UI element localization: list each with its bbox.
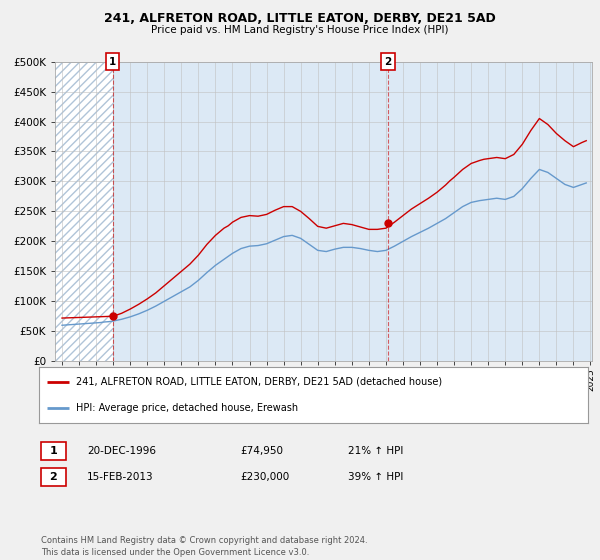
- Text: 20-DEC-1996: 20-DEC-1996: [87, 446, 156, 456]
- Bar: [53, 62, 113, 361]
- Bar: [53, 62, 113, 361]
- Text: 1: 1: [109, 57, 116, 67]
- Text: £230,000: £230,000: [240, 472, 289, 482]
- Text: 21% ↑ HPI: 21% ↑ HPI: [348, 446, 403, 456]
- Text: Price paid vs. HM Land Registry's House Price Index (HPI): Price paid vs. HM Land Registry's House …: [151, 25, 449, 35]
- Text: 39% ↑ HPI: 39% ↑ HPI: [348, 472, 403, 482]
- Text: 15-FEB-2013: 15-FEB-2013: [87, 472, 154, 482]
- Text: 241, ALFRETON ROAD, LITTLE EATON, DERBY, DE21 5AD (detached house): 241, ALFRETON ROAD, LITTLE EATON, DERBY,…: [76, 377, 442, 387]
- Text: 241, ALFRETON ROAD, LITTLE EATON, DERBY, DE21 5AD: 241, ALFRETON ROAD, LITTLE EATON, DERBY,…: [104, 12, 496, 25]
- Text: 2: 2: [50, 472, 57, 482]
- Point: [108, 312, 118, 321]
- Text: £74,950: £74,950: [240, 446, 283, 456]
- Text: HPI: Average price, detached house, Erewash: HPI: Average price, detached house, Erew…: [76, 403, 298, 413]
- Text: 1: 1: [50, 446, 57, 456]
- Text: Contains HM Land Registry data © Crown copyright and database right 2024.
This d: Contains HM Land Registry data © Crown c…: [41, 536, 367, 557]
- Point: [383, 219, 393, 228]
- Text: 2: 2: [385, 57, 392, 67]
